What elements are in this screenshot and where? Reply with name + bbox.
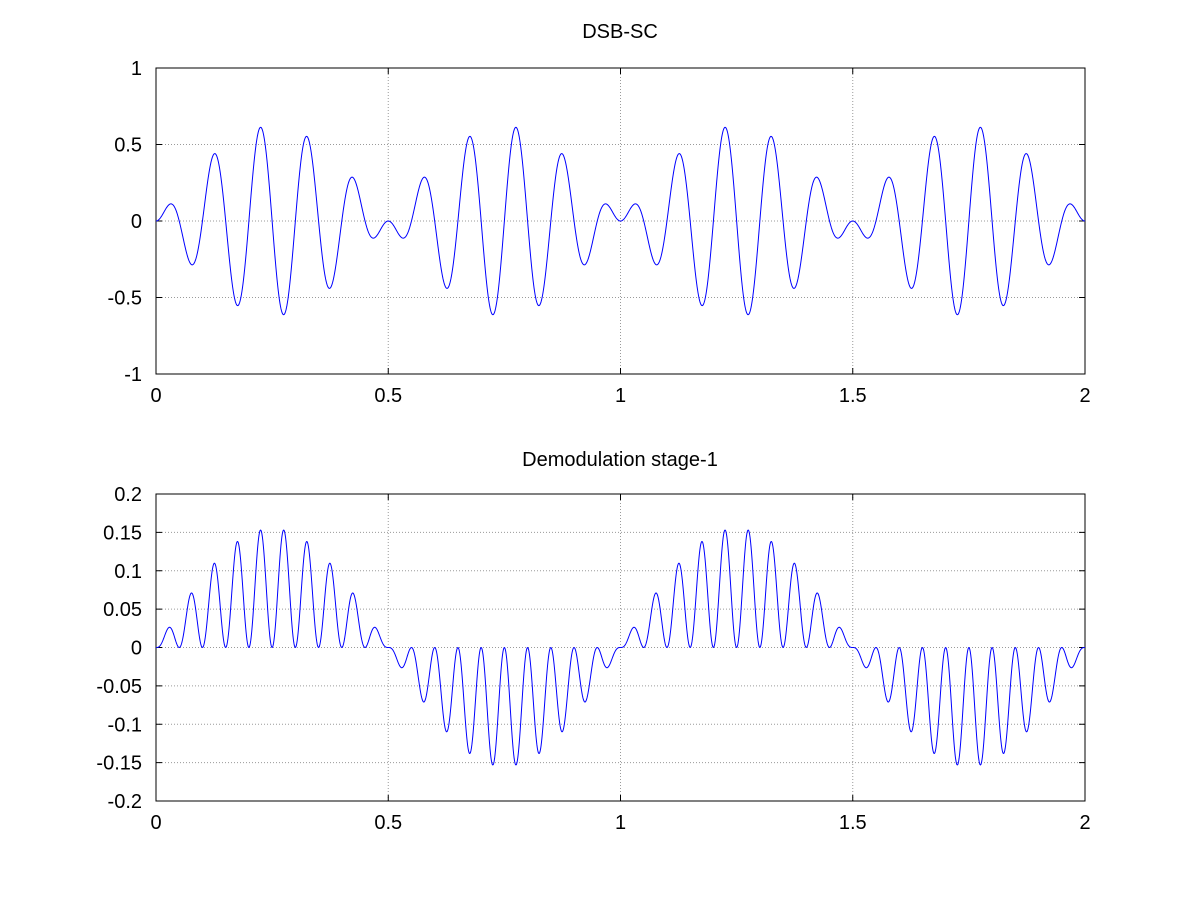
y-tick-label: 0.05 [103,599,142,621]
ticks: 0 0.5 1 1.5 2 -1 -0.5 0 0.5 1 [108,58,1091,407]
y-tick-label: -0.05 [96,676,142,698]
series-line [155,529,1086,766]
x-tick-label: 2 [1079,385,1090,407]
y-tick-label: 0 [131,211,142,233]
chart-title: Demodulation stage-1 [522,449,718,471]
subplot-dsb-sc: DSB-SC 0 0.5 1 1.5 2 -1 -0.5 0 0.5 1 [108,21,1091,407]
y-tick-label: -0.1 [108,714,142,736]
y-tick-label: 0.1 [114,561,142,583]
x-tick-label: 0 [150,812,161,834]
y-tick-label: -0.2 [108,791,142,813]
x-tick-label: 0 [150,385,161,407]
x-tick-label: 0.5 [374,385,402,407]
series-line [155,126,1086,316]
x-tick-label: 1.5 [839,385,867,407]
y-tick-label: -0.5 [108,288,142,310]
y-tick-label: -1 [124,364,142,386]
chart-title: DSB-SC [582,21,658,43]
y-tick-label: 0.15 [103,522,142,544]
ticks: 0 0.5 1 1.5 2 -0.2 -0.15 -0.1 -0.05 0 0.05 0.1 0.15 0… [96,484,1090,834]
y-tick-label: -0.15 [96,753,142,775]
x-tick-label: 2 [1079,812,1090,834]
subplot-demodulation-stage-1: Demodulation stage-1 0 0.5 1 1.5 2 -0.2 -0.15 -… [96,449,1090,834]
x-tick-label: 1 [615,385,626,407]
x-tick-label: 1.5 [839,812,867,834]
x-tick-label: 0.5 [374,812,402,834]
y-tick-label: 0 [131,638,142,660]
x-tick-label: 1 [615,812,626,834]
y-tick-label: 0.5 [114,135,142,157]
y-tick-label: 0.2 [114,484,142,506]
y-tick-label: 1 [131,58,142,80]
